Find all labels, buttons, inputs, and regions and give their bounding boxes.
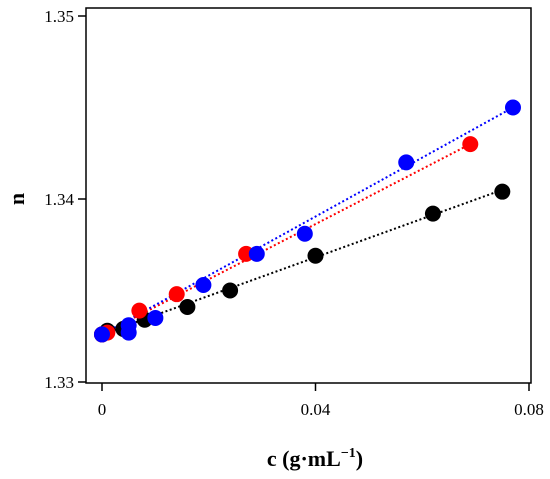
data-point (296, 225, 313, 242)
x-axis-label-superscript: −1 (341, 446, 356, 461)
trendline (101, 188, 503, 336)
data-point (494, 183, 511, 200)
x-tick-label: 0.04 (301, 400, 331, 419)
trendlines (101, 106, 514, 336)
y-tick-label: 1.33 (44, 373, 74, 392)
y-axis-label: n (4, 193, 29, 205)
plot-frame (85, 7, 532, 384)
data-points (94, 99, 521, 343)
data-point (398, 154, 415, 171)
data-point (120, 317, 137, 334)
data-point (462, 136, 479, 153)
data-point (179, 298, 196, 315)
trendline (101, 143, 471, 336)
data-point (424, 205, 441, 222)
x-axis-label-close: ) (356, 446, 363, 471)
data-point (147, 309, 164, 326)
data-point (504, 99, 521, 116)
x-axis: 0 0.04 0.08 (98, 383, 544, 419)
data-point (248, 245, 265, 262)
data-point (222, 282, 239, 299)
data-point (94, 326, 110, 343)
data-point (168, 286, 185, 303)
y-tick-label: 1.34 (44, 190, 74, 209)
x-tick-label: 0.08 (514, 400, 544, 419)
trendline (101, 106, 514, 336)
data-point (131, 302, 148, 319)
data-point (195, 277, 212, 294)
data-point (307, 247, 324, 264)
x-tick-label: 0 (98, 400, 107, 419)
x-axis-label-main: c (g·mL (267, 446, 341, 471)
y-tick-label: 1.35 (44, 7, 74, 26)
x-axis-label: c (g·mL−1) (267, 446, 363, 471)
y-axis: 1.33 1.34 1.35 (44, 7, 86, 392)
